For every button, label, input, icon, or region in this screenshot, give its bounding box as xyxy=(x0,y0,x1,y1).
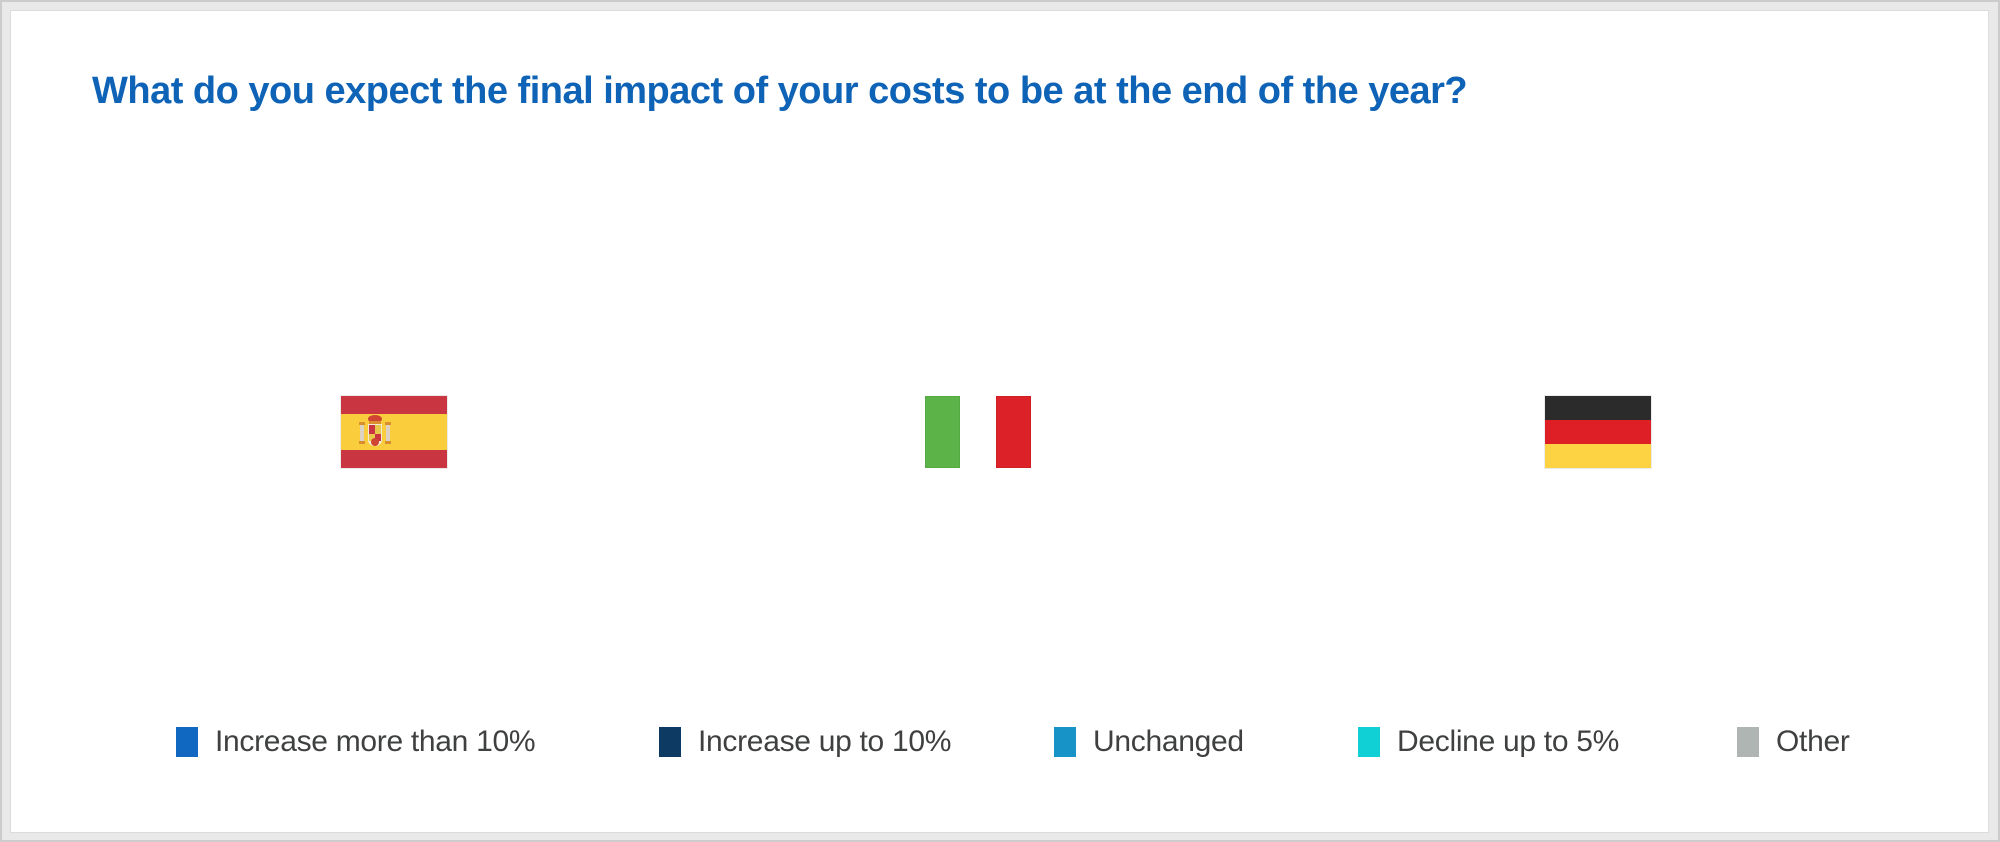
spain-coat-of-arms-icon xyxy=(359,415,391,446)
italy-flag-white-stripe xyxy=(960,396,996,468)
italy-flag-red-stripe xyxy=(995,396,1031,468)
spain-flag-top-stripe xyxy=(341,396,447,414)
italy-flag-icon xyxy=(925,396,1031,468)
legend-swatch xyxy=(1054,727,1076,757)
legend-label: Increase more than 10% xyxy=(215,725,536,758)
chart-title: What do you expect the final impact of y… xyxy=(92,70,1468,112)
spain-flag-middle-stripe xyxy=(341,414,447,450)
legend-label: Unchanged xyxy=(1093,725,1244,758)
legend-label: Other xyxy=(1776,725,1850,758)
spain-flag-icon xyxy=(341,396,447,468)
legend-item-unchanged[interactable]: Unchanged xyxy=(1054,723,1244,761)
legend-item-increase-more-than-10[interactable]: Increase more than 10% xyxy=(176,723,536,761)
chart-card: What do you expect the final impact of y… xyxy=(10,10,1989,833)
legend-swatch xyxy=(659,727,681,757)
legend-item-decline-up-to-5[interactable]: Decline up to 5% xyxy=(1358,723,1619,761)
italy-flag-green-stripe xyxy=(925,396,961,468)
legend-label: Decline up to 5% xyxy=(1397,725,1620,758)
legend-label: Increase up to 10% xyxy=(698,725,952,758)
germany-flag-icon xyxy=(1545,396,1651,468)
germany-flag-red-stripe xyxy=(1545,420,1651,444)
germany-flag-black-stripe xyxy=(1545,396,1651,421)
spain-flag-bottom-stripe xyxy=(341,450,447,468)
legend-swatch xyxy=(176,727,198,757)
germany-flag-gold-stripe xyxy=(1545,443,1651,468)
legend-item-increase-up-to-10[interactable]: Increase up to 10% xyxy=(659,723,951,761)
legend-item-other[interactable]: Other xyxy=(1737,723,1850,761)
legend-swatch xyxy=(1358,727,1380,757)
legend-swatch xyxy=(1737,727,1759,757)
